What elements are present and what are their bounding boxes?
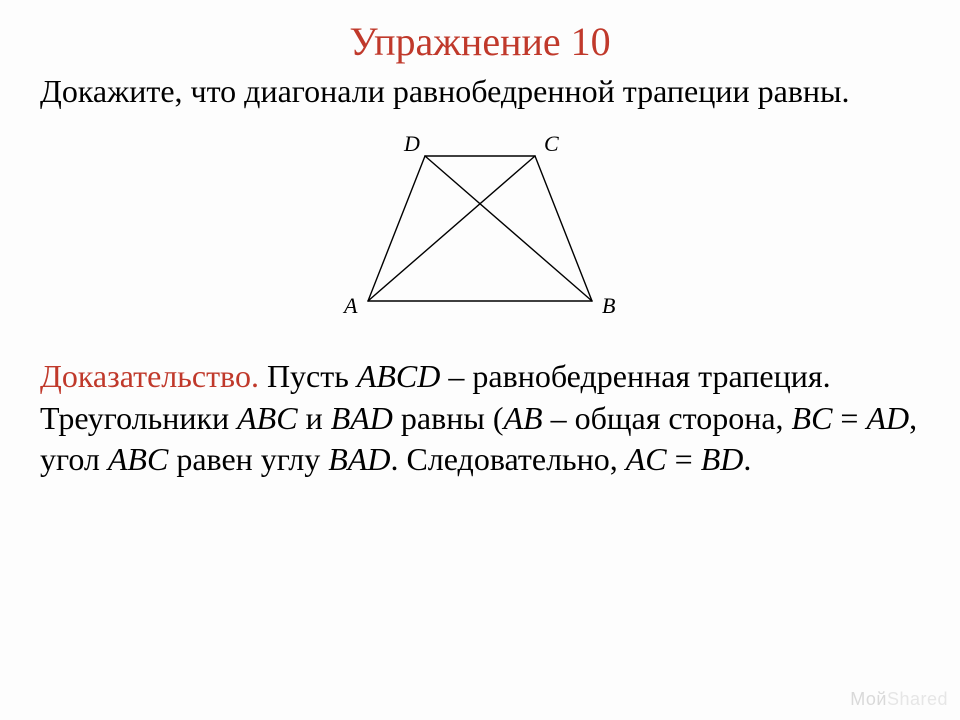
watermark-shared: Shared xyxy=(887,689,948,709)
proof-paragraph: Доказательство. Пусть ABCD – равнобедрен… xyxy=(40,356,920,481)
proof-text: = xyxy=(832,400,866,436)
proof-abc2: ABC xyxy=(108,441,168,477)
proof-text: Пусть xyxy=(259,358,357,394)
proof-abc: ABC xyxy=(237,400,297,436)
svg-text:B: B xyxy=(602,293,615,318)
exercise-title: Упражнение 10 xyxy=(40,18,920,65)
problem-statement: Докажите, что диагонали равнобедренной т… xyxy=(40,71,920,111)
proof-bd: BD xyxy=(701,441,744,477)
proof-text: равны ( xyxy=(393,400,504,436)
proof-abcd: ABCD xyxy=(357,358,441,394)
proof-ac: AC xyxy=(626,441,667,477)
proof-text: – общая сторона, xyxy=(543,400,792,436)
proof-bad2: BAD xyxy=(328,441,390,477)
proof-ad: AD xyxy=(866,400,909,436)
proof-bad: BAD xyxy=(331,400,393,436)
proof-text: = xyxy=(667,441,701,477)
proof-text: . xyxy=(743,441,751,477)
proof-lead: Доказательство. xyxy=(40,358,259,394)
proof-ab: AB xyxy=(503,400,542,436)
proof-text: равен углу xyxy=(168,441,328,477)
watermark-my: Мой xyxy=(850,689,887,709)
proof-text: и xyxy=(298,400,331,436)
svg-text:C: C xyxy=(544,131,559,156)
svg-text:D: D xyxy=(403,131,420,156)
proof-bc: BC xyxy=(792,400,833,436)
proof-text: . Следовательно, xyxy=(390,441,625,477)
slide: Упражнение 10 Докажите, что диагонали ра… xyxy=(0,0,960,720)
watermark: МойShared xyxy=(850,689,948,710)
svg-text:A: A xyxy=(342,293,358,318)
trapezoid-diagram: A B C D xyxy=(330,121,630,331)
diagram-container: A B C D xyxy=(40,121,920,336)
